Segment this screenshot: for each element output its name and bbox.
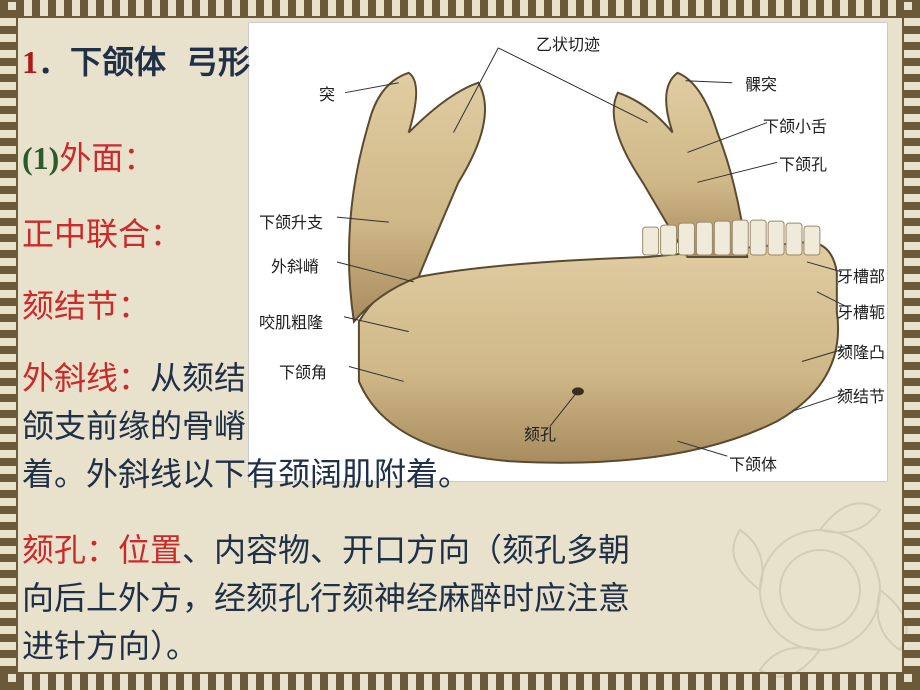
slide-content: 乙状切迹 突 髁突 下颌小舌 下颌孔 下颌升支 外斜嵴 咬肌粗隆 下颌角 颏孔 … — [22, 22, 898, 668]
decorative-border-right — [902, 0, 920, 690]
heading-1-title-b: 弓形 — [186, 44, 250, 80]
label-ramus: 下颌升支 — [259, 209, 323, 233]
heading-1-number: 1 — [22, 44, 38, 80]
subheading-1-title: 外面： — [59, 140, 155, 176]
decorative-border-bottom — [0, 672, 920, 690]
text-line-5-blue: 从颏结 — [150, 360, 246, 396]
heading-1-title-a: 下颌体 — [70, 44, 166, 80]
text-line-6: 颌支前缘的骨嵴 — [22, 402, 246, 450]
label-masseter-tuberosity: 咬肌粗隆 — [259, 309, 323, 333]
text-line-8-blue: 、内容物、开口方向（颏孔多朝 — [182, 532, 630, 568]
subheading-1: (1)外面： — [22, 134, 155, 182]
mandible-diagram: 乙状切迹 突 髁突 下颌小舌 下颌孔 下颌升支 外斜嵴 咬肌粗隆 下颌角 颏孔 … — [248, 22, 888, 482]
text-line-9: 向后上外方，经颏孔行颏神经麻醉时应注意 — [22, 574, 630, 622]
text-line-4: 颏结节： — [22, 282, 150, 330]
label-mandibular-foramen: 下颌孔 — [779, 151, 827, 175]
label-condyle: 髁突 — [745, 71, 777, 95]
label-mental-foramen: 颏孔 — [524, 421, 556, 445]
label-lingula: 下颌小舌 — [763, 113, 827, 137]
label-mental-protuberance: 颏隆凸 — [837, 339, 885, 363]
label-mandible-body: 下颌体 — [729, 451, 777, 475]
decorative-border-left — [0, 0, 18, 690]
text-line-5: 外斜线：从颏结 — [22, 354, 246, 402]
text-line-7: 着。外斜线以下有颈阔肌附着。 — [22, 450, 470, 498]
text-line-8-red: 颏孔：位置 — [22, 532, 182, 568]
label-mental-tubercle: 颏结节 — [837, 383, 885, 407]
label-sigmoid-notch: 乙状切迹 — [536, 31, 600, 55]
label-alveolar-part: 牙槽部 — [837, 263, 885, 287]
text-line-8: 颏孔：位置、内容物、开口方向（颏孔多朝 — [22, 526, 630, 574]
mandible-svg — [249, 23, 887, 481]
label-alveolar-yoke: 牙槽轭 — [837, 299, 885, 323]
text-line-10: 进针方向）。 — [22, 622, 198, 670]
heading-1: 1．下颌体 弓形 — [22, 38, 250, 86]
text-line-3: 正中联合： — [22, 210, 182, 258]
decorative-border-top — [0, 0, 920, 18]
subheading-1-number: (1) — [22, 140, 59, 176]
label-mandibular-angle: 下颌角 — [279, 359, 327, 383]
text-line-5-red: 外斜线： — [22, 360, 150, 396]
label-process: 突 — [319, 81, 335, 105]
label-oblique-ridge: 外斜嵴 — [271, 253, 319, 277]
heading-1-dot: ． — [38, 44, 70, 80]
